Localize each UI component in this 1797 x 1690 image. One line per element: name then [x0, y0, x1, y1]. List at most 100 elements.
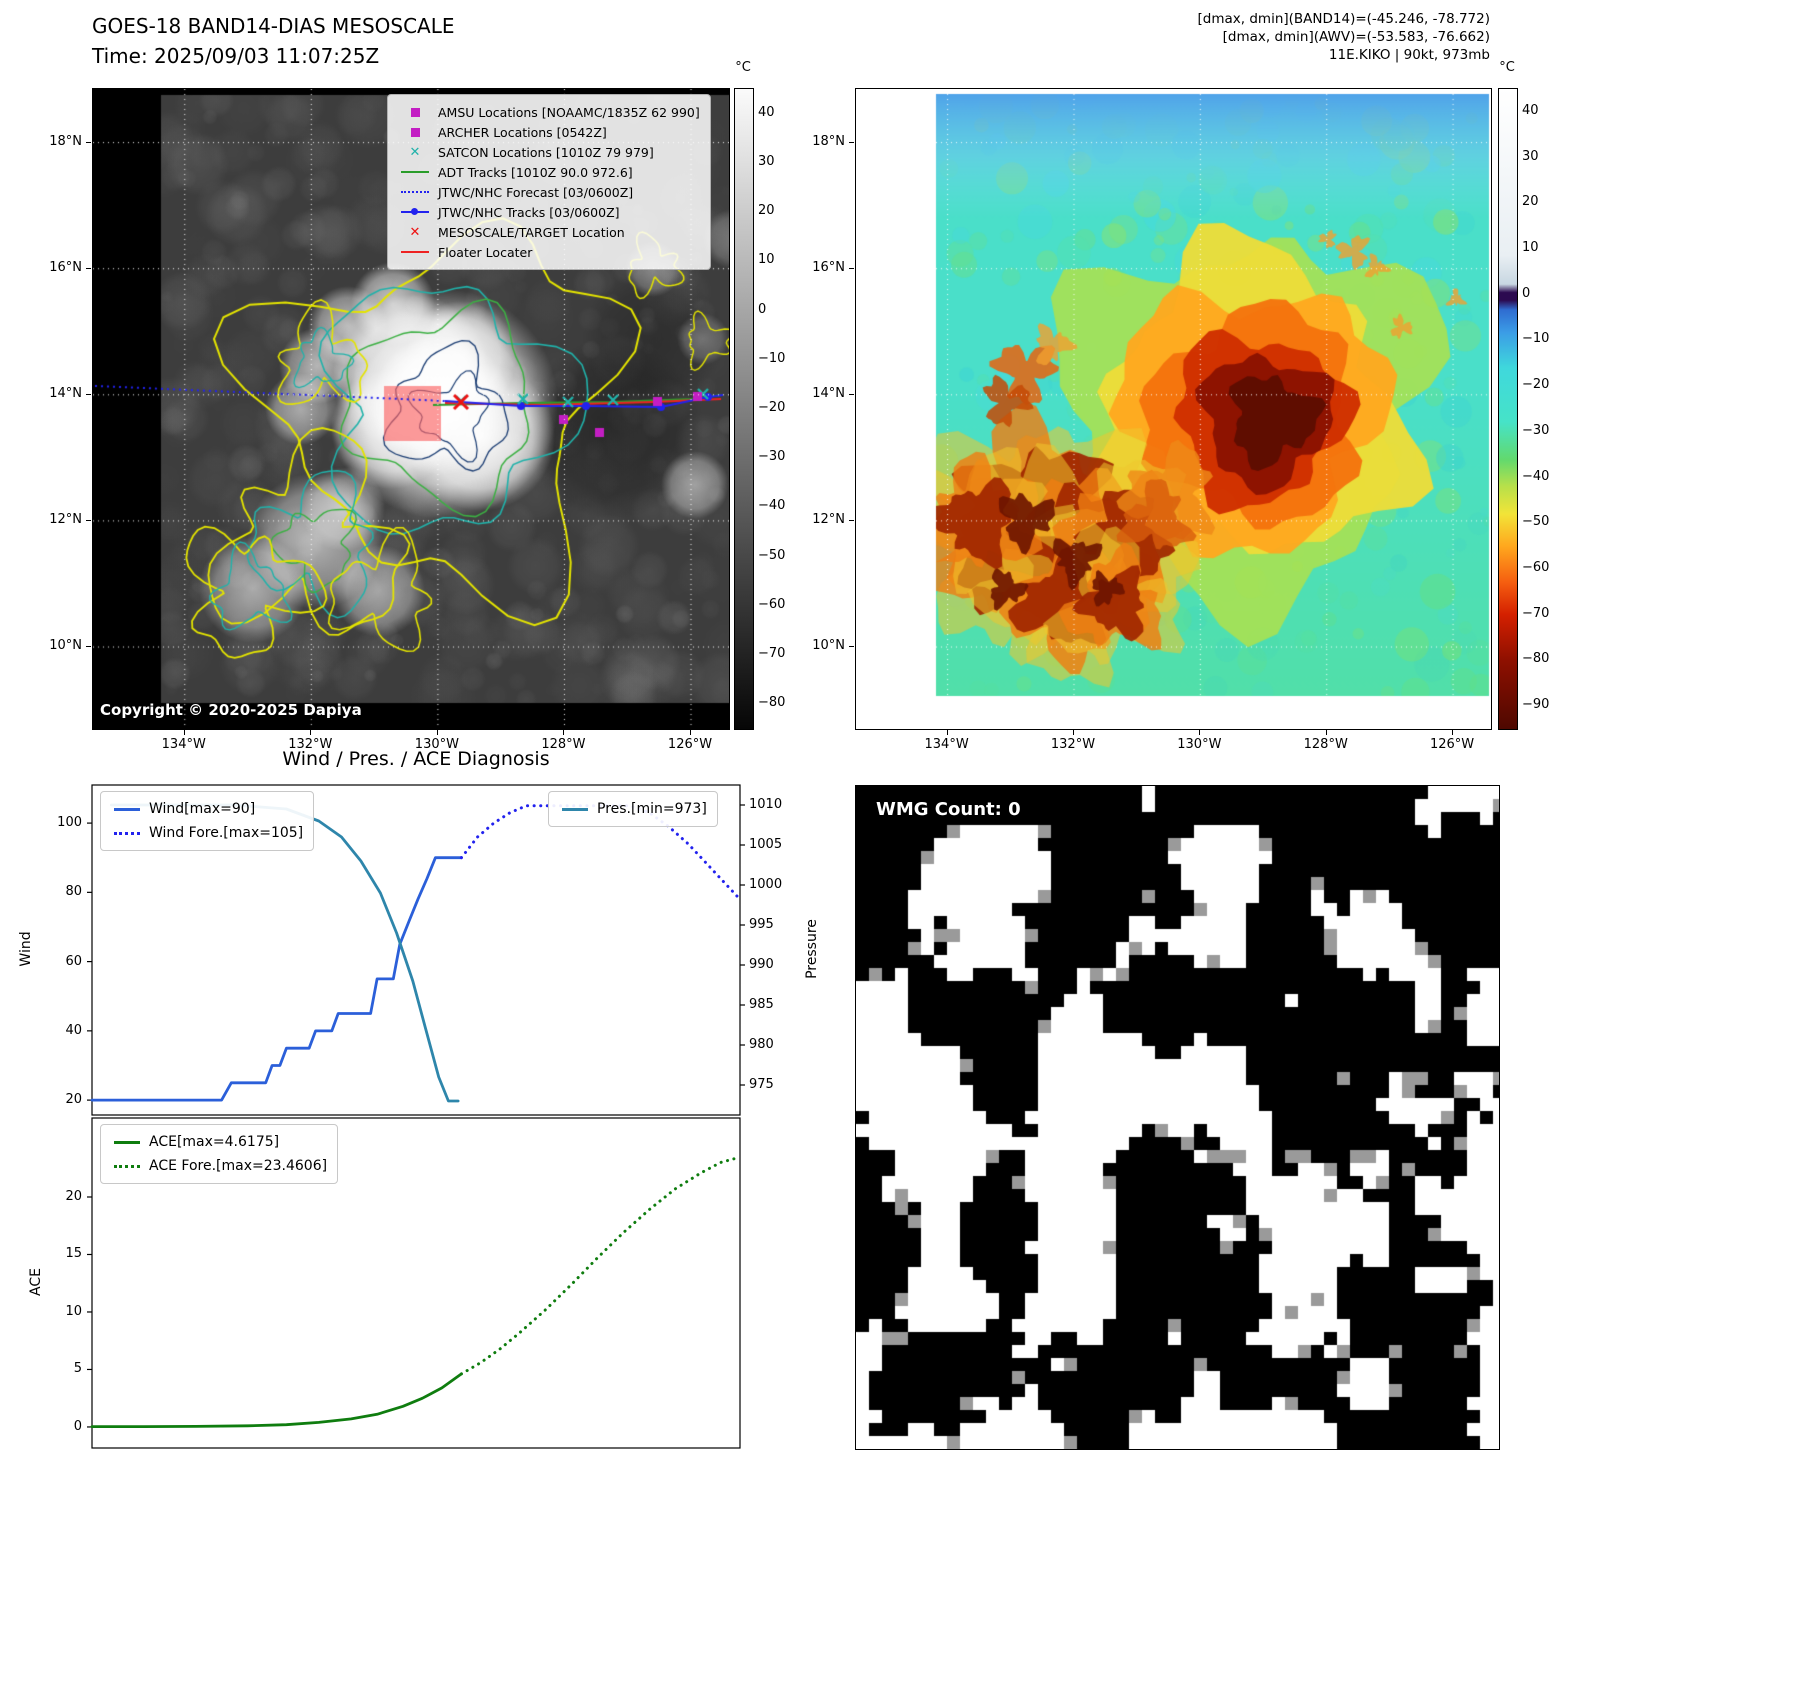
x-tick-mark: [1199, 730, 1201, 735]
wind-pressure-chart-ytick-label: 20: [65, 1092, 82, 1108]
colorbar-tick-label: −50: [1522, 514, 1550, 530]
y-tick-label: 12°N: [812, 511, 845, 527]
wmg-image: [855, 785, 1500, 1450]
y-tick-label: 14°N: [812, 385, 845, 401]
wind-axis-label: Wind: [18, 931, 34, 967]
colorbar-tick-label: 0: [1522, 285, 1531, 301]
colorbar-tick-label: 30: [758, 153, 775, 169]
x-tick-mark: [1325, 730, 1327, 735]
x-tick-label: 128°W: [1303, 737, 1348, 752]
square-marker-icon: [398, 107, 432, 117]
wind-legend: Wind[max=90] Wind Fore.[max=105]: [100, 791, 315, 851]
x-tick-label: 126°W: [1429, 737, 1475, 752]
y-tick-mark: [86, 267, 91, 269]
legend-label: SATCON Locations [1010Z 79 979]: [438, 144, 654, 160]
colorbar-tick-label: −70: [758, 646, 786, 662]
colorbar-tick-label: −30: [1522, 422, 1550, 438]
y-tick-mark: [849, 646, 854, 648]
band14-time: Time: 2025/09/03 11:07:25Z: [92, 44, 380, 68]
x-tick-mark: [436, 730, 438, 735]
legend-label: ARCHER Locations [0542Z]: [438, 124, 607, 140]
legend-item: Floater Locater: [398, 242, 700, 262]
y-tick-mark: [86, 393, 91, 395]
colorbar-tick-label: −20: [758, 400, 786, 415]
x-marker-icon: ✕: [409, 224, 421, 240]
copyright-text: Copyright © 2020-2025 Dapiya: [100, 701, 362, 719]
colorbar-tick-label: −60: [1522, 560, 1550, 575]
x-tick-mark: [690, 730, 692, 735]
line-swatch: [111, 1140, 143, 1144]
y-tick-label: 10°N: [812, 638, 845, 654]
legend-label: Pres.[min=973]: [597, 801, 707, 817]
legend-item: JTWC/NHC Tracks [03/0600Z]: [398, 202, 700, 222]
awv-color-image: [855, 88, 1492, 730]
colorbar-tick-label: −90: [1522, 697, 1550, 713]
ace-chart-ytick-label: 5: [73, 1361, 82, 1377]
colorbar-tick-label: −80: [758, 695, 786, 711]
dotted-line-swatch: [111, 831, 143, 835]
colorbar-tick-label: 10: [1522, 240, 1539, 255]
ace-chart-ytick-label: 0: [73, 1418, 82, 1434]
colorbar-tick-label: −10: [1522, 331, 1550, 347]
colorbar-tick-label: 20: [1522, 194, 1539, 210]
colorbar-tick-label: −70: [1522, 605, 1550, 621]
y-tick-mark: [86, 519, 91, 521]
x-tick-label: 130°W: [414, 737, 459, 752]
colorbar-tick-label: −20: [1522, 377, 1550, 393]
line-marker-icon: [398, 171, 432, 173]
legend-label: Wind[max=90]: [149, 801, 256, 817]
legend-label: ACE[max=4.6175]: [149, 1134, 280, 1150]
y-tick-mark: [849, 141, 854, 143]
dotted-line-swatch: [111, 1164, 143, 1168]
legend-item: ARCHER Locations [0542Z]: [398, 122, 700, 142]
line-swatch: [111, 807, 143, 811]
y-tick-label: 14°N: [49, 385, 82, 401]
wind-pressure-chart-ytick-label: 100: [57, 815, 82, 831]
legend-label: ADT Tracks [1010Z 90.0 972.6]: [438, 164, 633, 180]
y-tick-mark: [849, 267, 854, 269]
colorbar-tick-label: −60: [758, 596, 786, 612]
legend-item: Wind[max=90]: [111, 797, 303, 821]
y-tick-label: 16°N: [49, 259, 82, 275]
line-marker-marker-icon: [398, 208, 432, 215]
legend-label: MESOSCALE/TARGET Location: [438, 224, 625, 240]
x-tick-label: 134°W: [924, 737, 969, 752]
dotted-marker-icon: [398, 191, 432, 193]
ace-chart-series-1: [459, 1155, 742, 1376]
ace-chart-series-0: [90, 1372, 463, 1428]
legend-label: ACE Fore.[max=23.4606]: [149, 1158, 328, 1174]
legend-item: AMSU Locations [NOAAMC/1835Z 62 990]: [398, 102, 700, 122]
pressure-axis-label: Pressure: [804, 919, 820, 979]
square-marker-icon: [398, 127, 432, 137]
wind-pressure-chart-ytick-right-label: 1005: [749, 837, 783, 852]
colorbar-tick-label: −40: [758, 498, 786, 514]
y-tick-label: 10°N: [49, 638, 82, 654]
y-tick-label: 18°N: [812, 133, 845, 149]
legend-item: Wind Fore.[max=105]: [111, 821, 303, 845]
y-tick-mark: [849, 393, 854, 395]
band14-colorbar-unit: °C: [735, 60, 751, 75]
ace-chart-ytick-label: 10: [65, 1303, 82, 1319]
x-tick-mark: [946, 730, 948, 735]
pressure-legend: Pres.[min=973]: [548, 791, 718, 827]
wind-pressure-chart-ytick-label: 60: [65, 953, 82, 969]
colorbar-tick-label: −30: [758, 449, 786, 465]
legend-label: Wind Fore.[max=105]: [149, 825, 304, 841]
band14-title: GOES-18 BAND14-DIAS MESOSCALE: [92, 14, 455, 38]
wind-pressure-chart-ytick-right-label: 980: [749, 1037, 774, 1052]
legend-item: ADT Tracks [1010Z 90.0 972.6]: [398, 162, 700, 182]
x-tick-mark: [1452, 730, 1454, 735]
colorbar-tick-label: 40: [1522, 102, 1539, 118]
awv-colorbar: [1498, 88, 1518, 730]
legend-label: Floater Locater: [438, 244, 533, 260]
wind-pressure-chart-ytick-right-label: 985: [749, 997, 774, 1012]
y-tick-label: 18°N: [49, 133, 82, 149]
x-tick-label: 132°W: [288, 737, 333, 752]
colorbar-tick-label: −50: [758, 547, 786, 563]
y-tick-label: 12°N: [49, 511, 82, 527]
x-tick-label: 134°W: [161, 737, 206, 752]
awv-colorbar-unit: °C: [1499, 60, 1515, 75]
wind-pressure-chart-series-0: [90, 856, 463, 1102]
legend-item: ACE[max=4.6175]: [111, 1130, 327, 1154]
colorbar-tick-label: −10: [758, 350, 786, 366]
